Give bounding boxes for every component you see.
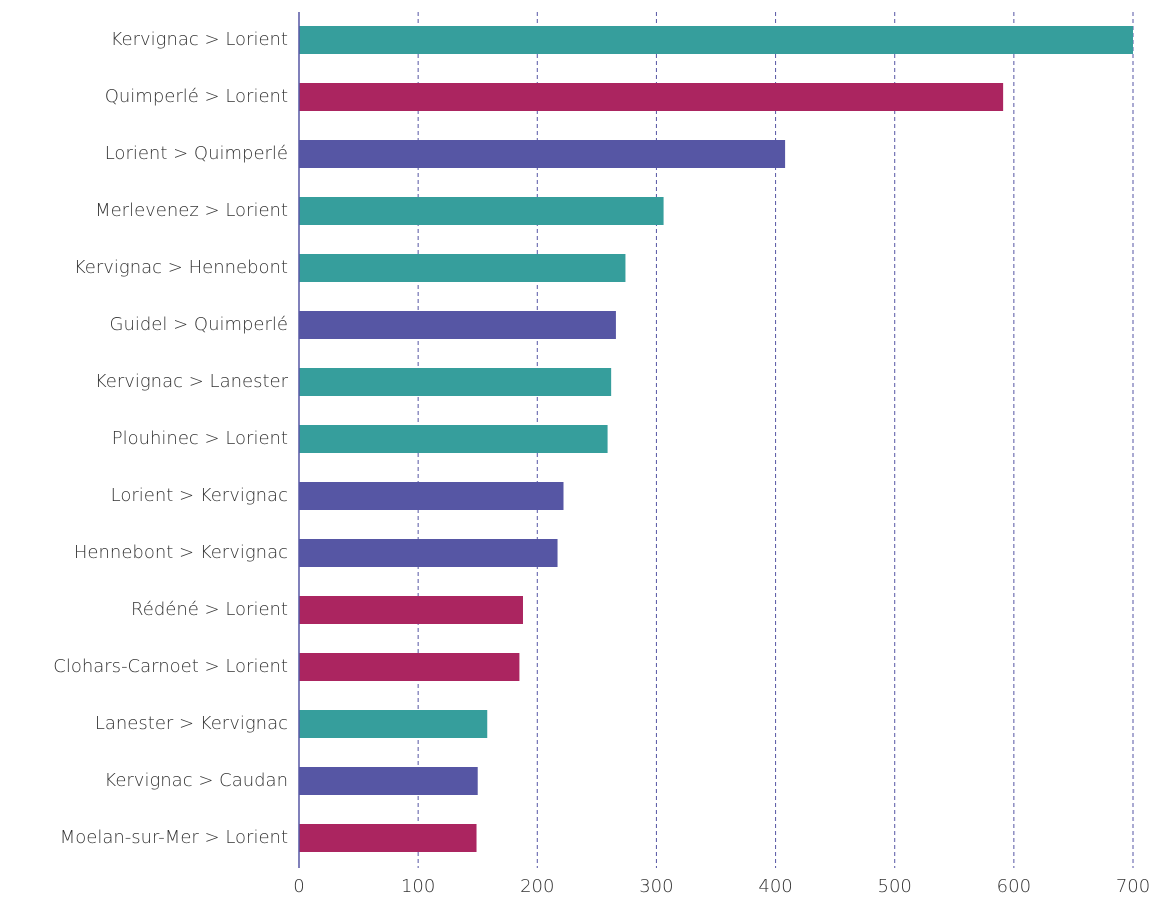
bar — [299, 710, 488, 738]
x-tick-label: 400 — [758, 876, 792, 897]
x-tick-label: 600 — [997, 876, 1031, 897]
bar — [299, 653, 520, 681]
y-tick-label: Quimperlé > Lorient — [105, 86, 288, 107]
y-tick-label: Lorient > Kervignac — [111, 485, 288, 506]
x-tick-label: 500 — [878, 876, 912, 897]
x-tick-label: 200 — [520, 876, 554, 897]
bar — [299, 83, 1004, 111]
bar — [299, 254, 626, 282]
y-tick-label: Merlevenez > Lorient — [95, 200, 288, 221]
x-tick-label: 300 — [639, 876, 673, 897]
y-tick-label: Guidel > Quimperlé — [110, 314, 288, 335]
x-tick-label: 700 — [1116, 876, 1150, 897]
y-tick-label: Kervignac > Lorient — [111, 29, 288, 50]
bar — [299, 140, 786, 168]
y-tick-label: Kervignac > Caudan — [104, 770, 288, 791]
bar — [299, 482, 564, 510]
x-tick-label: 100 — [401, 876, 435, 897]
bar — [299, 824, 477, 852]
y-tick-label: Rédéné > Lorient — [131, 599, 288, 620]
y-tick-label: Lorient > Quimperlé — [105, 143, 288, 164]
y-tick-label: Moelan-sur-Mer > Lorient — [60, 827, 288, 848]
y-tick-label: Hennebont > Kervignac — [74, 542, 288, 563]
bar — [299, 767, 478, 795]
bar — [299, 197, 664, 225]
y-tick-label: Clohars-Carnoet > Lorient — [53, 656, 288, 677]
y-tick-label: Plouhinec > Lorient — [112, 428, 288, 449]
bar — [299, 311, 616, 339]
bar — [299, 596, 523, 624]
bar — [299, 539, 558, 567]
y-tick-label: Kervignac > Lanester — [95, 371, 289, 392]
bar — [299, 26, 1133, 54]
bar — [299, 425, 608, 453]
bar — [299, 368, 612, 396]
x-tick-label: 0 — [293, 876, 304, 897]
y-tick-label: Kervignac > Hennebont — [74, 257, 288, 278]
y-tick-label: Lanester > Kervignac — [95, 713, 288, 734]
